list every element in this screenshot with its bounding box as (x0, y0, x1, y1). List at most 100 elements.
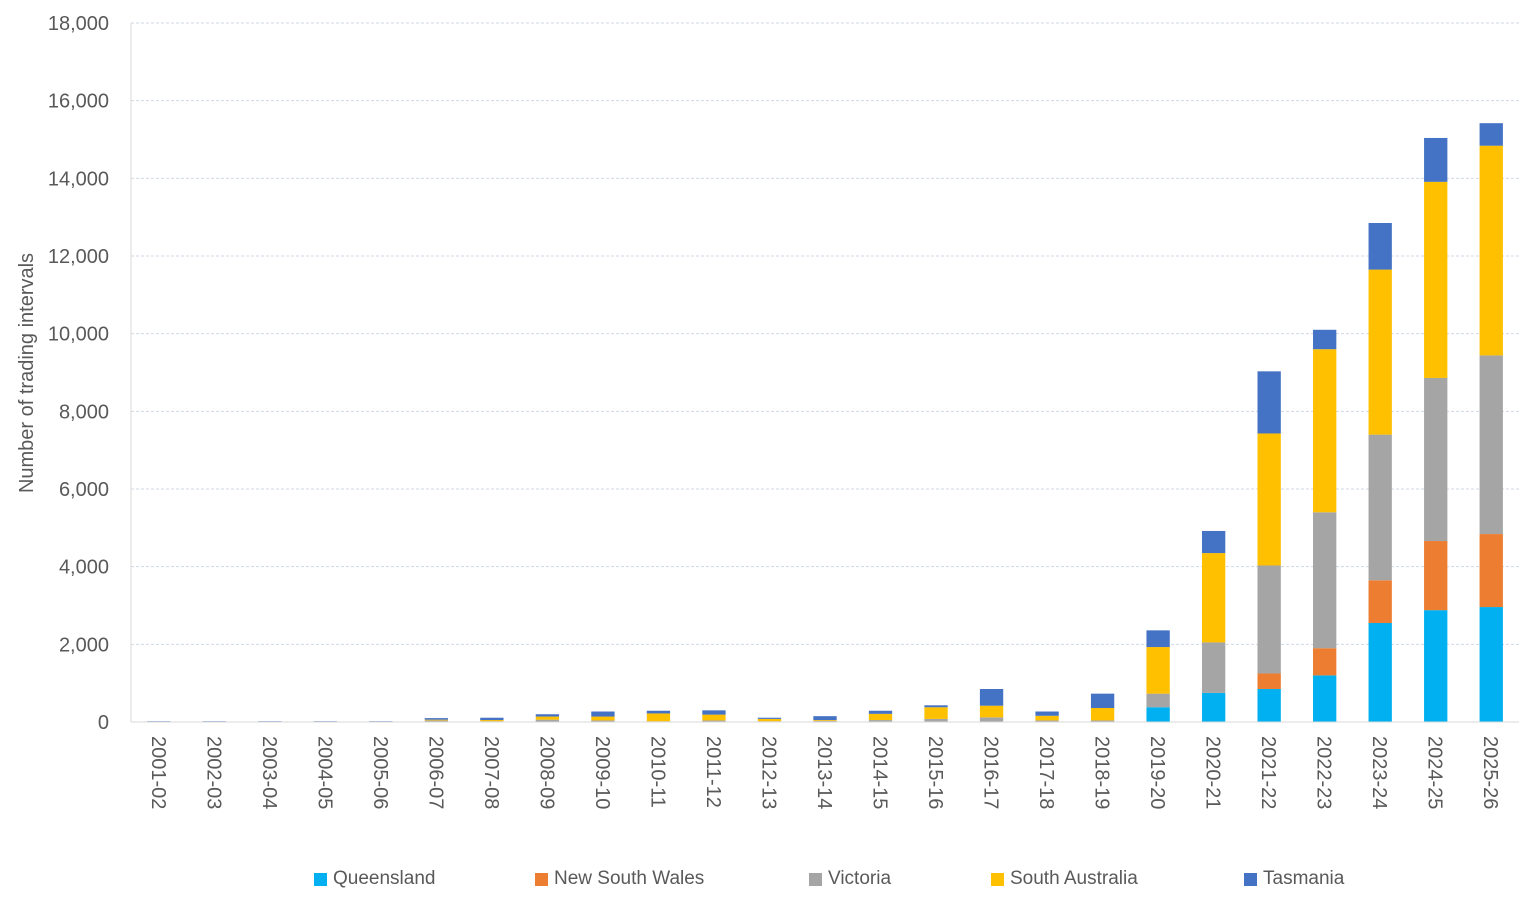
y-tick-label: 12,000 (48, 246, 109, 268)
y-axis-title: Number of trading intervals (16, 253, 38, 493)
legend-swatch (991, 872, 1004, 886)
bar-segment (1201, 642, 1226, 693)
bar-segment (424, 718, 449, 720)
bar-segment (757, 717, 782, 719)
bar-segment (1090, 720, 1115, 722)
bar-segment (702, 714, 726, 721)
bar-segment (1368, 222, 1392, 270)
bar-segment (369, 721, 393, 722)
bar-segment (813, 716, 837, 721)
bar-segment (313, 721, 337, 722)
x-tick-label: 2014-15 (869, 736, 891, 809)
y-tick-label: 6,000 (59, 479, 109, 501)
bar-segment (1479, 607, 1503, 722)
bar-segment (813, 720, 837, 722)
bar-segment (1424, 181, 1448, 378)
bar-segment (646, 710, 671, 714)
bar-segment (1146, 647, 1170, 694)
gridlines (131, 22, 1519, 645)
x-tick-label: 2018-19 (1091, 736, 1113, 809)
legend-item: South Australia (991, 864, 1138, 894)
x-tick-label: 2016-17 (980, 736, 1002, 809)
y-tick-label: 0 (98, 712, 109, 734)
bar-segment (1035, 711, 1059, 716)
x-tick-label: 2009-10 (591, 736, 613, 809)
x-tick-label: 2019-20 (1146, 736, 1168, 809)
bar-segment (1313, 329, 1337, 350)
bar-segment (480, 720, 504, 722)
bar-segment (1479, 534, 1503, 608)
bar-segment (868, 713, 893, 721)
bar-segment (1257, 688, 1281, 722)
bar-segment (813, 720, 837, 721)
x-tick-label: 2001-02 (147, 736, 169, 809)
bar-segment (979, 717, 1004, 722)
bar-segment (1424, 610, 1448, 722)
legend-swatch (535, 872, 548, 886)
legend-item: New South Wales (535, 864, 704, 894)
y-axis-ticks: 0 2,000 4,000 6,000 8,000 10,000 12,000 14,000 1… (48, 13, 109, 734)
bar-segment (924, 705, 948, 708)
x-axis-ticks: 2001-02 2002-03 2003-04 2004-05 2005-06 2006-… (147, 736, 1501, 809)
x-tick-label: 2008-09 (535, 736, 557, 809)
x-tick-label: 2007-08 (480, 736, 502, 809)
bar-segment (1424, 541, 1448, 611)
bar-segment (646, 713, 671, 722)
legend-label: New South Wales (554, 868, 705, 889)
bar-segment (868, 720, 893, 722)
bar-segment (1090, 708, 1115, 721)
x-tick-label: 2023-24 (1368, 736, 1390, 809)
x-tick-label: 2017-18 (1035, 736, 1057, 809)
x-tick-label: 2005-06 (369, 736, 391, 809)
bar-segment (1146, 693, 1170, 708)
bar-segment (591, 716, 615, 721)
bar-segment (1479, 355, 1503, 535)
bar-segment (535, 716, 560, 720)
axes (130, 23, 1519, 723)
legend-item: Queensland (314, 864, 435, 894)
x-tick-label: 2011-12 (702, 736, 724, 808)
y-tick-label: 10,000 (48, 324, 109, 346)
bar-segment (1146, 707, 1170, 722)
x-tick-label: 2022-23 (1313, 736, 1335, 809)
bar-segment (1424, 137, 1448, 182)
y-tick-label: 14,000 (48, 168, 109, 190)
x-tick-label: 2006-07 (424, 736, 446, 809)
bar-segment (424, 720, 449, 722)
bar-segment (591, 711, 615, 717)
bar-segment (591, 720, 615, 722)
bar-segment (1146, 630, 1170, 648)
legend-label: Victoria (828, 868, 892, 889)
bar-segment (202, 721, 226, 722)
bar-segment (1035, 720, 1059, 722)
bar-segment (1424, 377, 1448, 542)
bar-segment (1368, 580, 1392, 623)
y-tick-label: 4,000 (59, 557, 109, 579)
bar-segment (1479, 123, 1503, 146)
bar-segment (424, 719, 449, 721)
legend-label: South Australia (1010, 868, 1138, 889)
bar-segment (1201, 692, 1226, 722)
bar-segment (535, 714, 560, 717)
y-tick-label: 16,000 (48, 91, 109, 113)
bar-segment (979, 705, 1004, 718)
x-tick-label: 2015-16 (924, 736, 946, 809)
bar-segment (1257, 673, 1281, 689)
x-tick-label: 2020-21 (1202, 736, 1224, 809)
x-tick-label: 2024-25 (1424, 736, 1446, 809)
bar-segment (258, 721, 282, 722)
bar-segment (924, 718, 948, 722)
bar-segment (1479, 145, 1503, 356)
x-tick-label: 2003-04 (258, 736, 280, 809)
bar-segment (1368, 269, 1392, 435)
legend-label: Queensland (333, 868, 436, 889)
bar-segment (1201, 530, 1226, 554)
legend-swatch (314, 872, 327, 886)
y-tick-label: 18,000 (48, 13, 109, 35)
bar-segment (1313, 648, 1337, 676)
legend-swatch (809, 872, 822, 886)
bar-segment (702, 720, 726, 722)
bar-segment (1313, 675, 1337, 722)
bar-segment (1257, 371, 1281, 434)
